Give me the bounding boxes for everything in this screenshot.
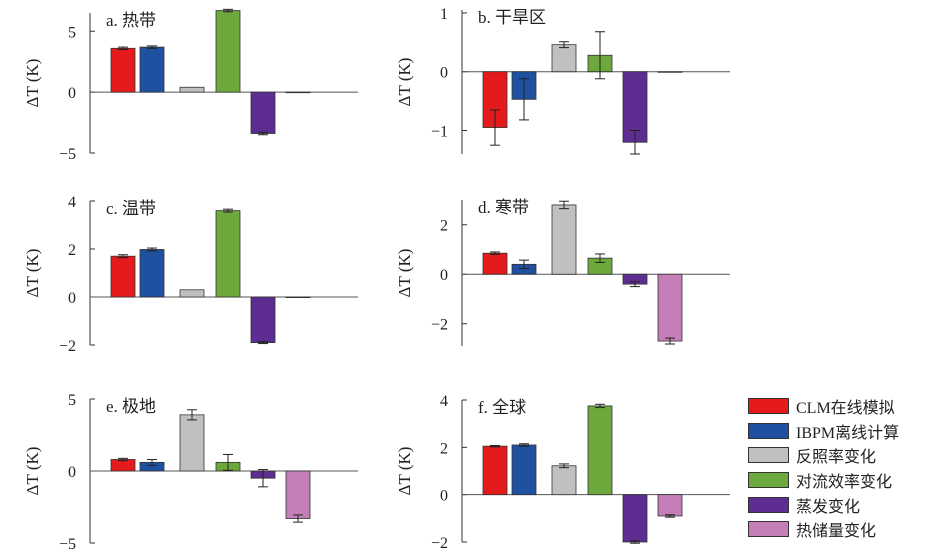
y-axis-title: ΔT (K) xyxy=(395,58,414,107)
legend-label-evaporation: 蒸发变化 xyxy=(796,498,861,516)
panel-c: −2 0 2 4 ΔT (K) c. 温带 xyxy=(23,194,358,355)
bar-heat-storage xyxy=(657,494,683,517)
bar-evaporation xyxy=(622,494,648,543)
bar-ibpm xyxy=(511,444,537,496)
bar-ibpm xyxy=(139,46,165,93)
panel-title: c. 温带 xyxy=(106,199,156,218)
bar-clm xyxy=(482,445,508,496)
legend-label-albedo: 反照率变化 xyxy=(796,449,877,467)
panel-d: −2 0 2 ΔT (K) d. 寒带 xyxy=(395,198,730,346)
bar-albedo xyxy=(551,44,577,73)
legend-item-clm: CLM在线模拟 xyxy=(748,394,934,419)
legend-item-evaporation: 蒸发变化 xyxy=(748,492,934,517)
bar-convection xyxy=(215,10,241,93)
bar-clm xyxy=(110,459,136,472)
panel-title: d. 寒带 xyxy=(478,198,529,217)
y-tick-label: 5 xyxy=(68,392,76,409)
panel-e: −5 0 5 ΔT (K) e. 极地 xyxy=(23,392,358,552)
y-axis-title: ΔT (K) xyxy=(23,249,42,298)
bar-heat-storage xyxy=(285,470,311,519)
legend-swatch-albedo xyxy=(748,447,789,464)
legend-item-ibpm: IBPM离线计算 xyxy=(748,419,934,444)
bar-albedo xyxy=(551,465,577,496)
panel-title: e. 极地 xyxy=(106,397,156,416)
y-axis-title: ΔT (K) xyxy=(23,447,42,496)
panel-b: −1 0 1 ΔT (K) b. 干旱区 xyxy=(395,6,730,155)
y-tick-label: −2 xyxy=(431,317,448,334)
bar-clm xyxy=(110,47,136,93)
y-tick-label: −5 xyxy=(59,536,76,552)
y-tick-label: −5 xyxy=(59,146,76,163)
legend-swatch-ibpm xyxy=(748,422,789,439)
y-tick-label: 0 xyxy=(68,464,76,481)
y-axis-title: ΔT (K) xyxy=(395,249,414,298)
bar-albedo xyxy=(551,204,577,275)
bar-heat-storage xyxy=(657,71,683,73)
y-tick-label: 5 xyxy=(68,24,76,41)
legend-label-ibpm: IBPM离线计算 xyxy=(796,424,900,442)
bar-heat-storage xyxy=(285,91,311,94)
legend-label-convection: 对流效率变化 xyxy=(796,474,893,492)
bar-evaporation xyxy=(250,296,276,343)
bar-albedo xyxy=(179,86,205,93)
bar-evaporation xyxy=(250,91,276,134)
y-tick-label: 2 xyxy=(68,242,76,259)
panel-title: b. 干旱区 xyxy=(478,8,546,27)
y-tick-label: 0 xyxy=(440,488,448,505)
panel-f: −2 0 2 4 ΔT (K) f. 全球 xyxy=(395,393,730,552)
bar-clm xyxy=(482,252,508,275)
panel-a: −5 0 5 ΔT (K) a. 热带 xyxy=(23,8,358,163)
y-axis-title: ΔT (K) xyxy=(23,59,42,108)
legend-swatch-evaporation xyxy=(748,496,789,513)
legend-item-convection: 对流效率变化 xyxy=(748,468,934,493)
legend-item-heat-storage: 热储量变化 xyxy=(748,517,934,542)
bar-clm xyxy=(110,255,136,298)
bar-convection xyxy=(587,405,613,496)
y-tick-label: 0 xyxy=(440,267,448,284)
y-tick-label: 1 xyxy=(440,6,448,23)
legend: CLM在线模拟 IBPM离线计算 反照率变化 对流效率变化 蒸发变化 热储量变化 xyxy=(748,394,934,542)
panel-title: a. 热带 xyxy=(106,11,156,30)
bar-heat-storage xyxy=(285,296,311,299)
bar-albedo xyxy=(179,289,205,298)
legend-swatch-clm xyxy=(748,398,789,415)
bar-heat-storage xyxy=(657,273,683,342)
y-tick-label: 4 xyxy=(440,393,448,410)
y-tick-label: −1 xyxy=(431,123,448,140)
y-tick-label: 0 xyxy=(68,85,76,102)
legend-label-heat-storage: 热储量变化 xyxy=(796,523,877,541)
y-tick-label: 0 xyxy=(68,290,76,307)
y-tick-label: 2 xyxy=(440,218,448,235)
y-tick-label: −2 xyxy=(59,338,76,355)
legend-item-albedo: 反照率变化 xyxy=(748,443,934,468)
legend-label-clm: CLM在线模拟 xyxy=(796,400,895,418)
y-tick-label: 0 xyxy=(440,65,448,82)
bar-convection xyxy=(215,210,241,298)
y-axis-title: ΔT (K) xyxy=(395,447,414,496)
y-tick-label: −2 xyxy=(431,535,448,552)
y-tick-label: 2 xyxy=(440,440,448,457)
y-tick-label: 4 xyxy=(68,194,76,211)
legend-swatch-heat-storage xyxy=(748,521,789,538)
panel-title: f. 全球 xyxy=(478,398,526,417)
bar-ibpm xyxy=(139,249,165,298)
legend-swatch-convection xyxy=(748,472,789,489)
bar-albedo xyxy=(179,414,205,472)
